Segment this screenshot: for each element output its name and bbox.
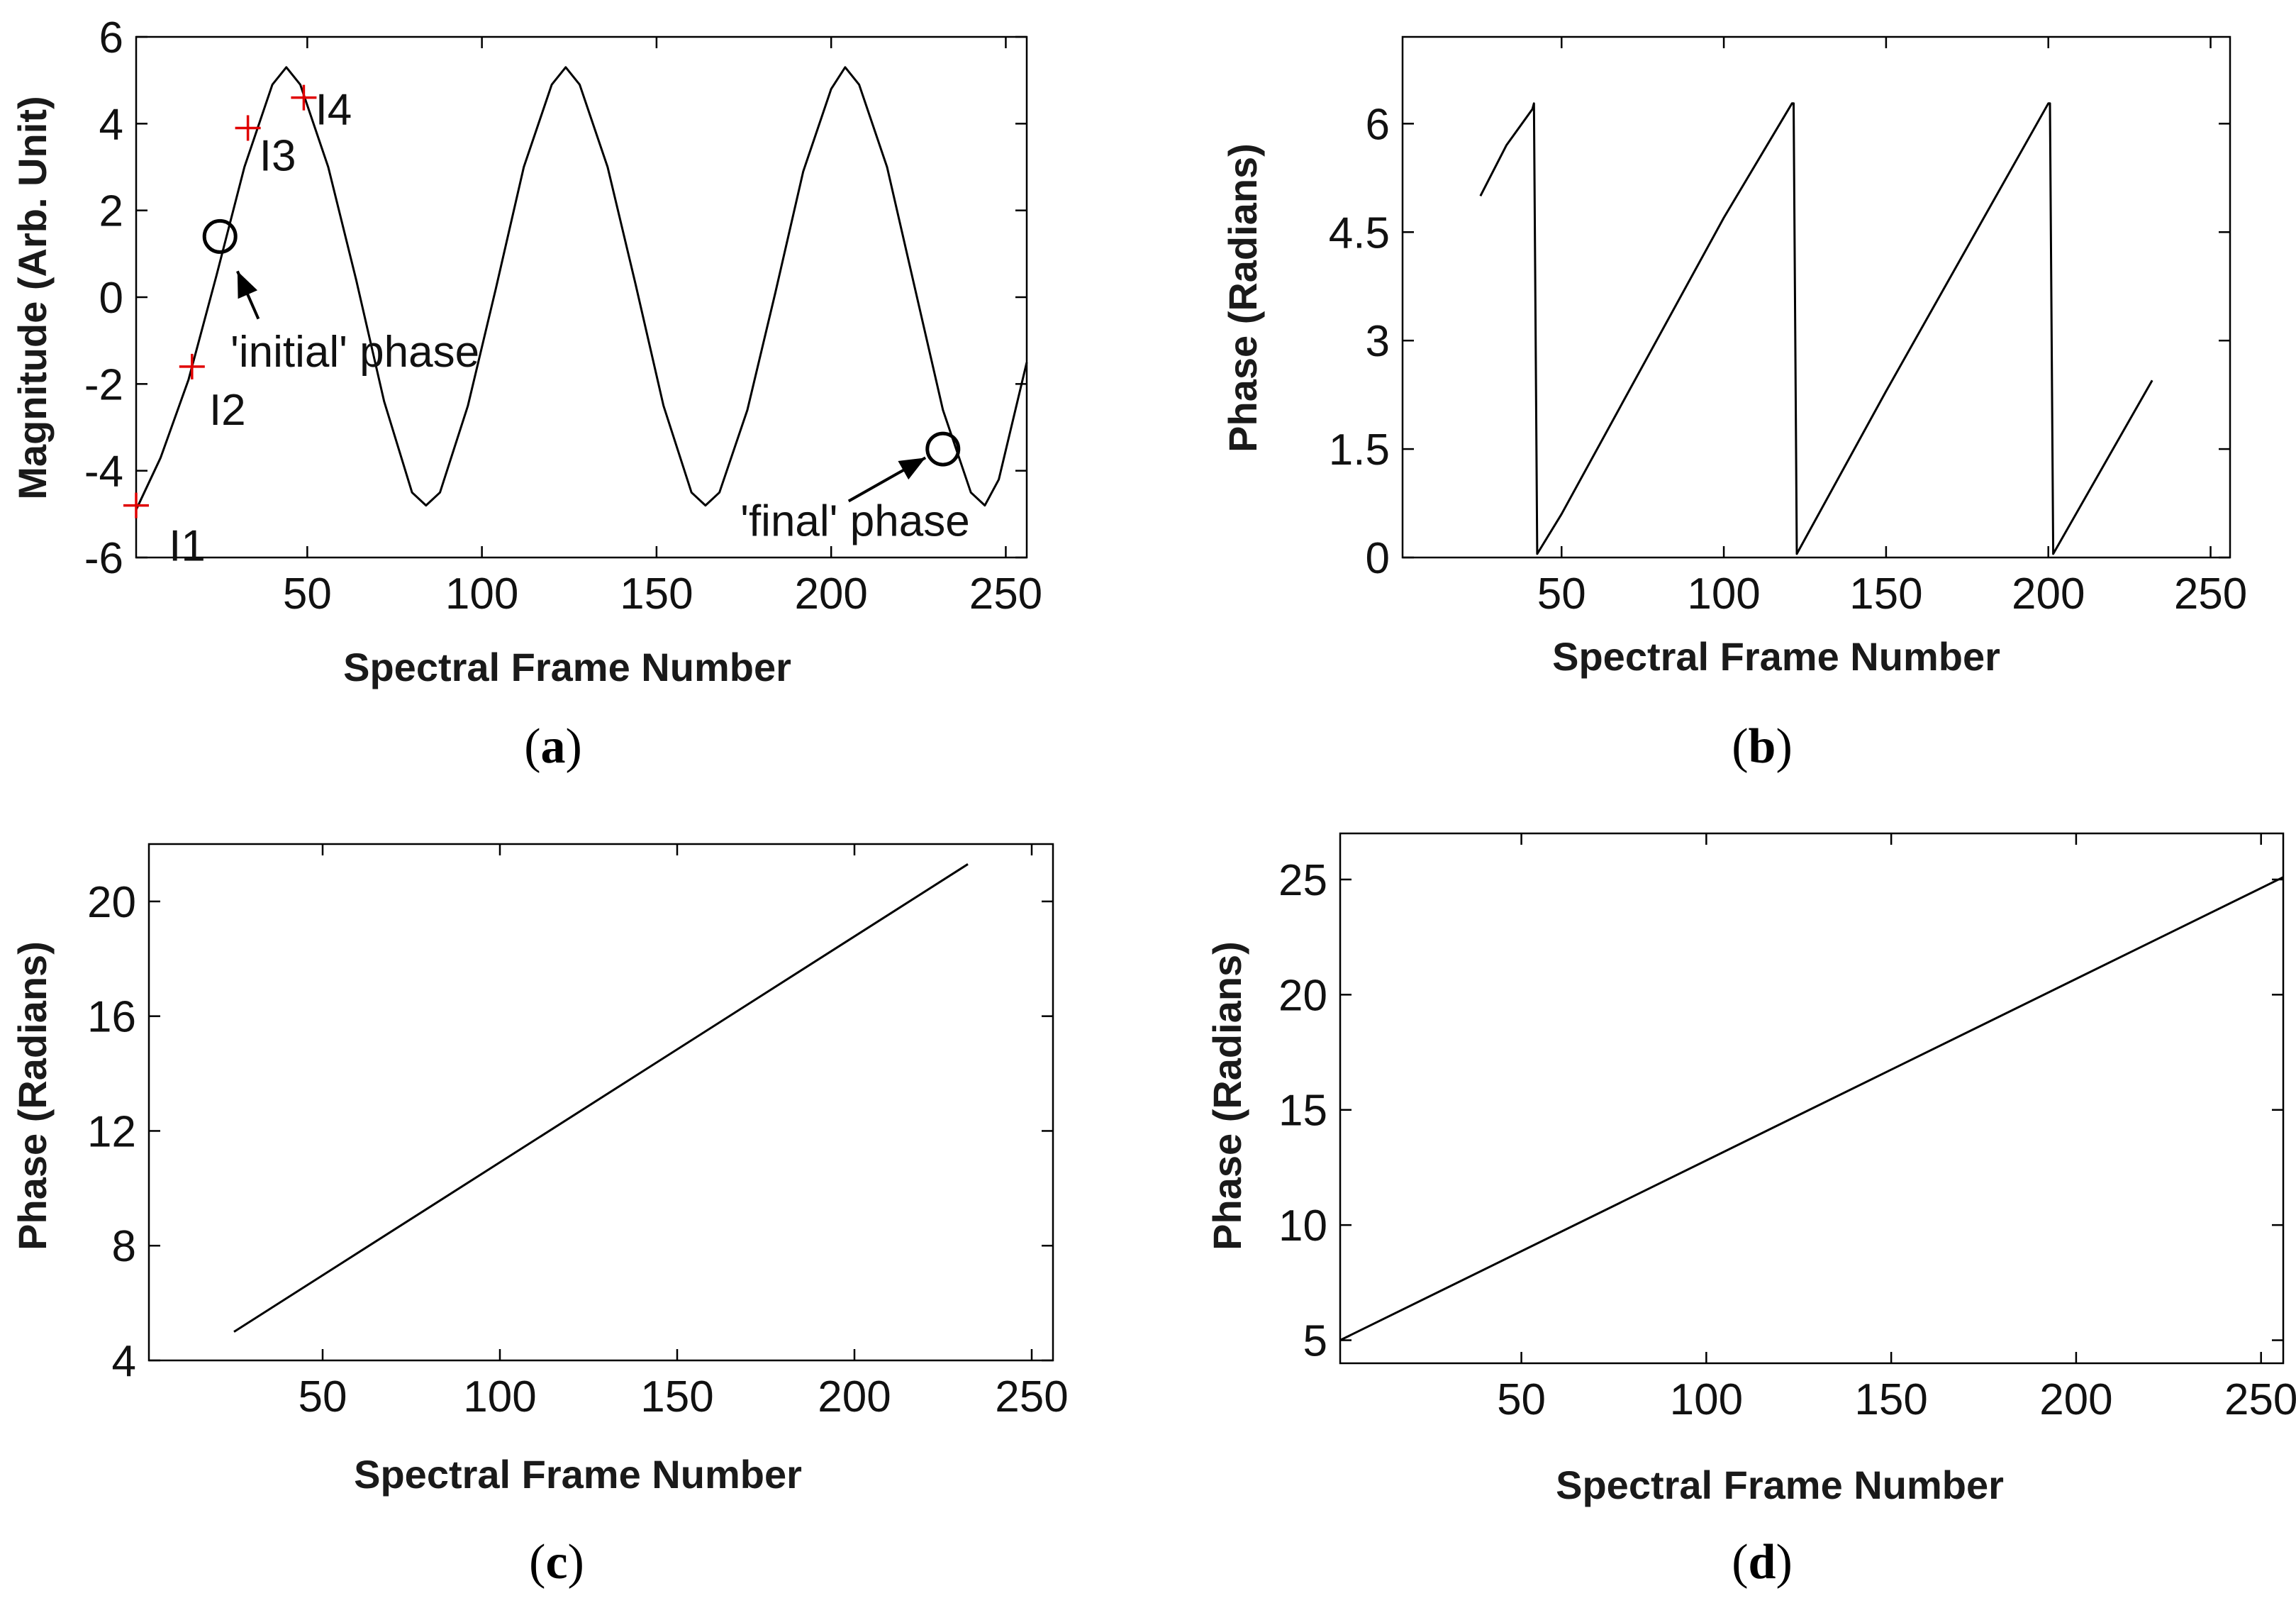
panel-c-ylabel: Phase (Radians)	[10, 941, 55, 1250]
panel-d-ylabel: Phase (Radians)	[1205, 941, 1249, 1250]
panel-c-ytick-label: 20	[87, 878, 136, 927]
panel-d-xtick-label: 100	[1670, 1375, 1743, 1424]
panel-a-ytick-label: -2	[84, 360, 123, 409]
panel-c-ytick-label: 8	[112, 1222, 136, 1271]
panel-c-series-line	[233, 863, 969, 1333]
panel-c-xtick-label: 200	[818, 1372, 891, 1421]
panel-c-axes-box	[147, 843, 1054, 1362]
panel-a-ytick-label: -6	[84, 534, 123, 583]
panel-b-xtick-label: 100	[1687, 570, 1760, 619]
panel-d-xtick-label: 150	[1854, 1375, 1927, 1424]
panel-a-caption: (a)	[524, 719, 582, 774]
panel-b-ytick-label: 6	[1366, 100, 1390, 149]
panel-d-xtick-label: 200	[2039, 1375, 2112, 1424]
panel-d-ytick-label: 20	[1278, 971, 1327, 1020]
caption-paren-open: (	[524, 719, 540, 774]
panel-b-ytick-label: 4.5	[1329, 209, 1390, 257]
caption-paren-close: )	[566, 719, 582, 774]
panel-a-phase-circle	[925, 431, 961, 467]
panel-a-ytick-label: 6	[99, 13, 123, 62]
panel-d-series-line	[1339, 876, 2284, 1341]
caption-paren-open: (	[1732, 1535, 1748, 1590]
caption-letter: c	[545, 1535, 567, 1590]
panel-b-ytick-label: 3	[1366, 317, 1390, 366]
panel-d-xtick-label: 50	[1497, 1375, 1546, 1424]
panel-a-annotation-text: 'final' phase	[740, 497, 970, 545]
panel-b-xlabel: Spectral Frame Number	[1552, 634, 2000, 679]
panel-a-marker-label: I1	[169, 522, 206, 571]
panel-a-marker-label: I3	[260, 131, 296, 180]
panel-c-xtick-label: 100	[463, 1372, 536, 1421]
panel-a-axes-box	[135, 35, 1028, 559]
panel-b-ytick-label: 0	[1366, 534, 1390, 583]
panel-a-ytick-label: 2	[99, 187, 123, 236]
panel-a-marker-i2	[179, 353, 205, 379]
panel-b-series-line	[1479, 102, 2153, 555]
panel-a-xtick-label: 50	[283, 570, 332, 619]
caption-paren-close: )	[1776, 1535, 1792, 1590]
panel-a: 50 100 150 200 250 -6 -4 -2 0 2 4 6 Spectral Frame N…	[10, 13, 1042, 774]
panel-a-xtick-label: 100	[445, 570, 518, 619]
panel-c-xtick-label: 250	[995, 1372, 1068, 1421]
panel-d-xlabel: Spectral Frame Number	[1556, 1463, 2004, 1507]
caption-letter: a	[541, 719, 566, 774]
caption-paren-open: (	[1732, 719, 1748, 774]
panel-b-ytick-label: 1.5	[1329, 426, 1390, 475]
panel-c-xtick-label: 50	[299, 1372, 347, 1421]
panel-d-xtick-label: 250	[2224, 1375, 2296, 1424]
panel-a-annotation-text: 'initial' phase	[230, 328, 479, 377]
panel-c-caption: (c)	[529, 1535, 584, 1590]
panel-b-xtick-label: 150	[1849, 570, 1922, 619]
panel-a-ytick-label: 4	[99, 100, 123, 149]
panel-a-annotation-arrowhead	[237, 271, 258, 299]
panel-a-xtick-label: 150	[620, 570, 693, 619]
panel-b-xtick-label: 200	[2012, 570, 2085, 619]
panel-c-ytick-label: 4	[112, 1337, 136, 1386]
panel-a-xtick-label: 200	[794, 570, 867, 619]
caption-letter: d	[1749, 1535, 1776, 1590]
panel-b-caption: (b)	[1732, 719, 1793, 774]
panel-d-ytick-label: 25	[1278, 856, 1327, 905]
panel-b-ylabel: Phase (Radians)	[1220, 143, 1265, 453]
panel-a-marker-label: I2	[209, 386, 246, 435]
caption-paren-open: (	[529, 1535, 545, 1590]
panel-a-marker-label: I4	[316, 86, 352, 135]
panel-a-ytick-label: 0	[99, 274, 123, 323]
panel-c-xlabel: Spectral Frame Number	[354, 1452, 802, 1497]
panel-d-ytick-label: 15	[1278, 1087, 1327, 1136]
panel-a-marker-i4	[291, 84, 317, 111]
panel-d-ytick-label: 10	[1278, 1202, 1327, 1250]
caption-paren-close: )	[1776, 719, 1792, 774]
panel-b-axes-box	[1401, 35, 2231, 559]
panel-a-phase-circle	[202, 218, 238, 254]
caption-letter: b	[1749, 719, 1776, 774]
panel-d: 50 100 150 200 250 5 10 15 20 25 Spectral Frame Nu…	[1205, 832, 2296, 1590]
panel-a-annotation-arrowhead	[898, 457, 926, 480]
panel-b-xtick-label: 250	[2174, 570, 2247, 619]
panel-c-ytick-label: 12	[87, 1107, 136, 1156]
panel-b-xtick-label: 50	[1537, 570, 1586, 619]
panel-a-ytick-label: -4	[84, 448, 123, 497]
panel-a-xtick-label: 250	[969, 570, 1042, 619]
panel-a-ylabel: Magnitude (Arb. Unit)	[10, 96, 55, 499]
panel-a-series-line	[135, 66, 1028, 511]
panel-d-axes-box	[1339, 832, 2285, 1365]
caption-paren-close: )	[568, 1535, 584, 1590]
panel-d-ytick-label: 5	[1303, 1317, 1327, 1366]
panel-a-marker-i1	[123, 492, 149, 518]
panel-a-xlabel: Spectral Frame Number	[343, 645, 791, 689]
panel-a-marker-i3	[235, 115, 261, 141]
panel-d-caption: (d)	[1732, 1535, 1793, 1590]
panel-b: 50 100 150 200 250 0 1.5 3 4.5 6 Spectral Frame Nu…	[1220, 35, 2247, 774]
panel-c: 50 100 150 200 250 4 8 12 16 20 Spectral Frame Num…	[10, 843, 1069, 1590]
panel-c-xtick-label: 150	[640, 1372, 713, 1421]
panel-c-ytick-label: 16	[87, 993, 136, 1042]
